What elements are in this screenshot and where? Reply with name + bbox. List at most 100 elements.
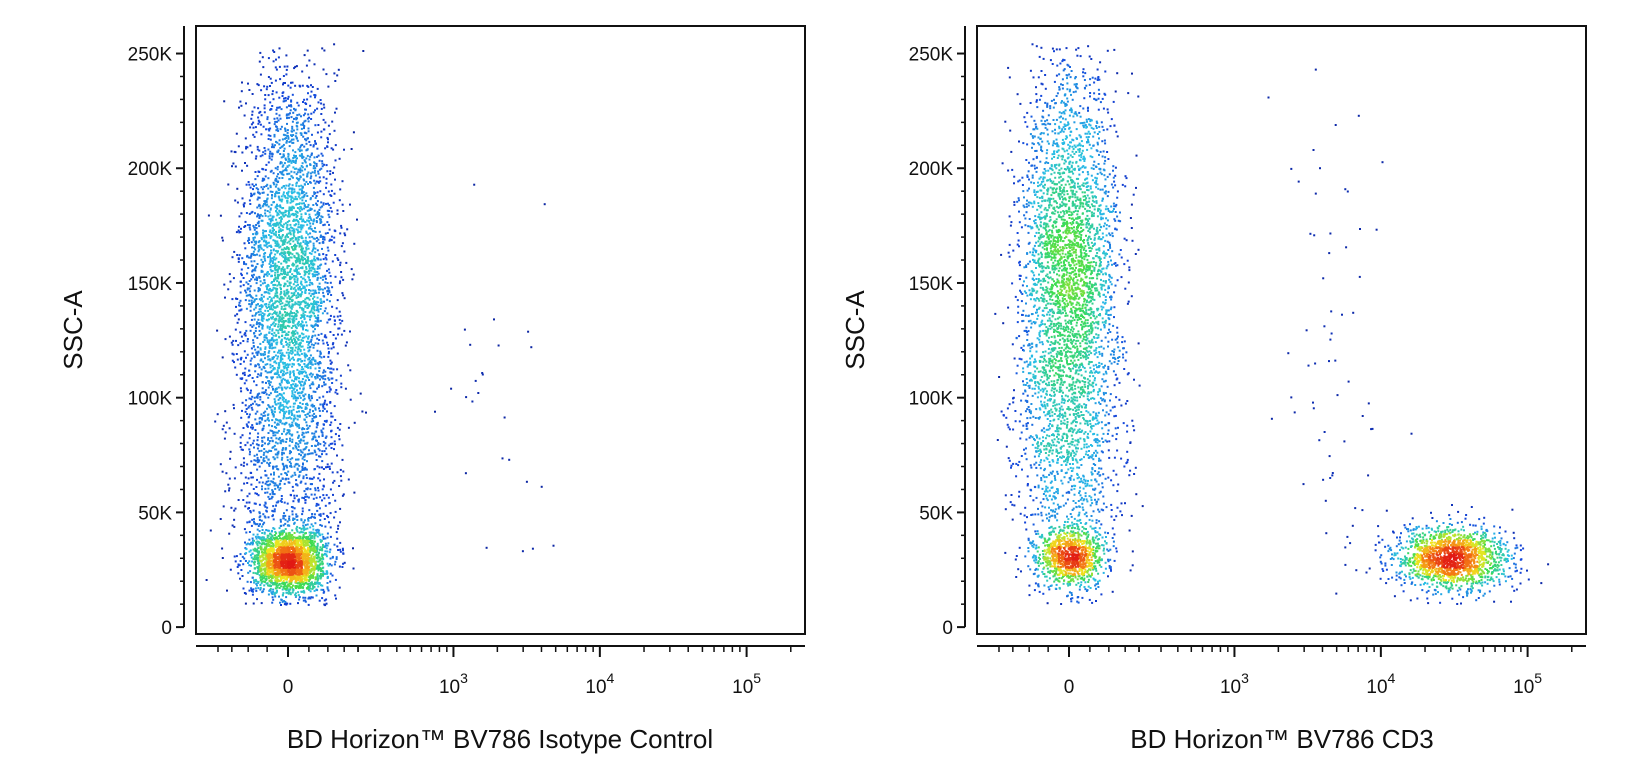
event-dot <box>262 315 265 318</box>
event-dot <box>362 50 365 52</box>
event-dot <box>250 564 252 567</box>
event-dot <box>270 289 273 292</box>
event-dot <box>259 308 262 310</box>
event-dot <box>253 308 256 311</box>
event-dot <box>281 213 284 216</box>
event-dot <box>317 560 320 563</box>
event-dot <box>334 144 337 147</box>
event-dot <box>295 318 298 321</box>
event-dot <box>289 195 292 198</box>
event-dot <box>305 64 308 67</box>
event-dot <box>275 362 278 365</box>
event-dot <box>264 357 266 360</box>
event-dot <box>224 490 227 493</box>
event-dot <box>361 410 364 413</box>
event-dot <box>286 267 289 270</box>
event-dot <box>336 315 339 318</box>
event-dot <box>299 449 302 452</box>
event-dot <box>321 278 324 281</box>
event-dot <box>309 294 312 297</box>
event-dot <box>317 529 320 532</box>
event-dot <box>291 586 293 589</box>
event-dot <box>294 383 297 386</box>
event-dot <box>293 230 296 233</box>
event-dot <box>274 277 277 280</box>
event-dot <box>252 224 255 227</box>
event-dot <box>264 516 267 519</box>
event-dot <box>280 599 283 601</box>
event-dot <box>306 117 309 120</box>
event-dot <box>316 387 319 390</box>
event-dot <box>229 280 232 283</box>
event-dot <box>327 589 330 592</box>
event-dot <box>326 170 329 173</box>
event-dot <box>268 218 271 221</box>
event-dot <box>279 162 282 165</box>
event-dot <box>293 255 296 258</box>
event-dot <box>250 587 253 590</box>
event-dot <box>286 273 288 276</box>
event-dot <box>299 289 302 292</box>
event-dot <box>223 100 226 103</box>
event-dot <box>290 464 292 467</box>
event-dot <box>294 417 297 420</box>
event-dot <box>244 321 247 324</box>
event-dot <box>262 295 265 298</box>
event-dot <box>300 384 303 387</box>
event-dot <box>271 337 274 340</box>
event-dot <box>288 325 291 328</box>
event-dot <box>333 516 336 519</box>
event-dot <box>316 557 318 559</box>
event-dot <box>294 213 297 216</box>
event-dot <box>273 583 276 586</box>
event-dot <box>279 401 282 404</box>
event-dot <box>287 417 290 419</box>
event-dot <box>239 285 242 288</box>
event-dot <box>314 576 317 579</box>
event-dot <box>286 134 288 137</box>
event-dot <box>314 289 317 292</box>
event-dot <box>255 224 258 226</box>
event-dot <box>289 586 292 589</box>
event-dot <box>316 465 319 468</box>
event-dot <box>290 170 293 173</box>
event-dot <box>291 348 294 351</box>
event-dot <box>338 282 341 285</box>
event-dot <box>254 535 257 538</box>
event-dot <box>209 529 212 532</box>
event-dot <box>292 517 295 520</box>
event-dot <box>283 415 286 418</box>
event-dot <box>327 124 330 127</box>
event-dot <box>250 347 253 350</box>
event-dot <box>320 584 322 587</box>
event-dot <box>314 270 316 273</box>
event-dot <box>247 237 250 240</box>
event-dot <box>292 447 295 450</box>
event-dot <box>272 227 274 230</box>
event-dot <box>257 250 260 253</box>
event-dot <box>323 444 326 447</box>
event-dot <box>269 299 272 302</box>
event-dot <box>316 249 319 252</box>
event-dot <box>304 206 307 209</box>
event-dot <box>282 592 285 595</box>
event-dot <box>310 307 313 310</box>
event-dot <box>298 581 301 584</box>
event-dot <box>341 547 344 550</box>
event-dot <box>264 244 267 247</box>
event-dot <box>290 196 293 199</box>
event-dot <box>286 199 289 202</box>
event-dot <box>322 238 324 241</box>
event-dot <box>313 306 316 308</box>
event-dot <box>285 226 288 229</box>
event-dot <box>304 112 307 115</box>
event-dot <box>286 466 289 469</box>
event-dot <box>273 135 276 138</box>
event-dot <box>250 318 253 321</box>
event-dot <box>328 228 331 231</box>
event-dot <box>294 378 297 380</box>
event-dot <box>319 350 322 353</box>
event-dot <box>287 400 290 403</box>
event-dot <box>253 318 256 321</box>
event-dot <box>311 515 313 518</box>
